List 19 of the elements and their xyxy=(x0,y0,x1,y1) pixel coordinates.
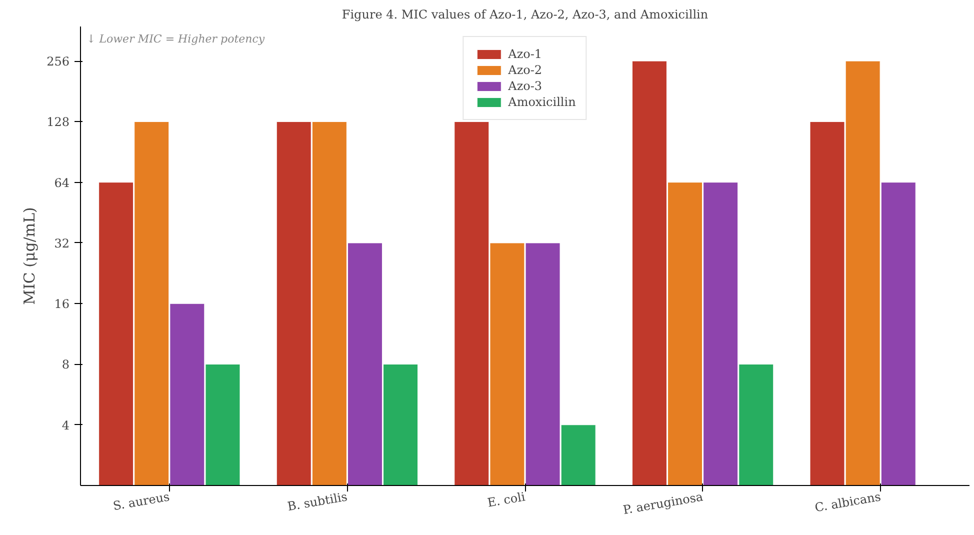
legend-label: Azo-3 xyxy=(508,79,542,93)
y-tick-label: 16 xyxy=(54,297,70,312)
chart-title: Figure 4. MIC values of Azo-1, Azo-2, Azo-3, and Amoxicillin xyxy=(342,8,708,22)
annotation: ↓ Lower MIC = Higher potency xyxy=(86,32,266,46)
y-tick-label: 4 xyxy=(62,418,70,432)
y-tick-label: 256 xyxy=(46,54,70,69)
legend-label: Azo-1 xyxy=(508,47,542,61)
y-tick-label: 32 xyxy=(54,236,70,250)
y-tick-label: 64 xyxy=(54,176,70,190)
legend-label: Amoxicillin xyxy=(508,95,576,109)
x-tick-label: C. albicans xyxy=(814,490,882,515)
x-tick-label: E. coli xyxy=(486,490,526,510)
legend-label: Azo-2 xyxy=(508,63,542,77)
x-tick-label: B. subtilis xyxy=(286,490,348,514)
x-tick-label: P. aeruginosa xyxy=(622,490,704,518)
x-tick-label: S. aureus xyxy=(112,490,171,514)
y-axis-title: MIC (μg/mL) xyxy=(20,207,39,305)
y-tick-label: 8 xyxy=(62,358,70,372)
y-tick-label: 128 xyxy=(46,115,70,130)
